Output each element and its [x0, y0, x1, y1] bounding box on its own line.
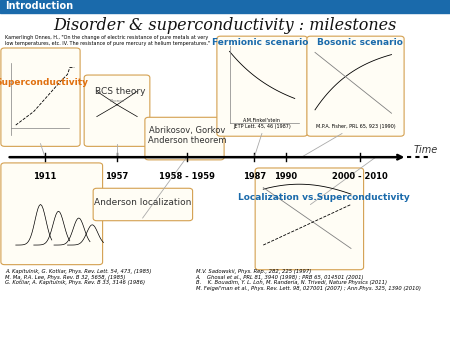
Text: Time: Time — [413, 145, 437, 155]
Text: Phonon: Phonon — [109, 99, 125, 103]
Text: 1957: 1957 — [105, 172, 129, 182]
Text: Abrikosov, Gorkov
Anderson theorem: Abrikosov, Gorkov Anderson theorem — [148, 125, 226, 145]
FancyBboxPatch shape — [255, 168, 364, 270]
FancyBboxPatch shape — [217, 36, 307, 136]
FancyBboxPatch shape — [145, 117, 224, 160]
Bar — [0, 0, 450, 13]
Text: Bosonic scenario: Bosonic scenario — [317, 38, 403, 47]
Text: M.V. Sadowskii, Phys. Rep., 282, 225 (1997)
A.    Ghosal et al., PRL 81, 3940 (1: M.V. Sadowskii, Phys. Rep., 282, 225 (19… — [196, 269, 421, 291]
Text: A. Kapitulnik, G. Kotliar, Phys. Rev. Lett. 54, 473, (1985)
M. Ma, P.A. Lee, Phy: A. Kapitulnik, G. Kotliar, Phys. Rev. Le… — [5, 269, 152, 285]
Text: Anderson localization: Anderson localization — [94, 198, 192, 207]
Text: Introduction: Introduction — [5, 1, 73, 11]
Text: M.P.A. Fisher, PRL 65, 923 (1990): M.P.A. Fisher, PRL 65, 923 (1990) — [316, 124, 395, 129]
FancyBboxPatch shape — [93, 188, 193, 221]
Text: 1911: 1911 — [33, 172, 57, 182]
Text: Localization vs.Superconductivity: Localization vs.Superconductivity — [238, 193, 410, 202]
FancyBboxPatch shape — [1, 48, 80, 146]
FancyBboxPatch shape — [307, 36, 404, 136]
Text: 1958 - 1959: 1958 - 1959 — [159, 172, 215, 182]
Text: Kamerlingh Onnes, H., "On the change of electric resistance of pure metals at ve: Kamerlingh Onnes, H., "On the change of … — [5, 35, 211, 46]
Text: Superconductivity: Superconductivity — [0, 78, 88, 87]
Text: Fermionic scenario: Fermionic scenario — [212, 38, 308, 47]
Text: 1990: 1990 — [274, 172, 297, 182]
Text: BCS theory: BCS theory — [95, 87, 146, 96]
Text: A.M.Finkel'stein
JETP Lett. 45, 46 (1987): A.M.Finkel'stein JETP Lett. 45, 46 (1987… — [233, 118, 291, 129]
Text: 1987: 1987 — [243, 172, 266, 182]
FancyBboxPatch shape — [84, 75, 150, 146]
Text: Disorder & superconductivity : milestones: Disorder & superconductivity : milestone… — [53, 17, 397, 34]
FancyBboxPatch shape — [1, 163, 103, 265]
Text: 2000 - 2010: 2000 - 2010 — [332, 172, 388, 182]
